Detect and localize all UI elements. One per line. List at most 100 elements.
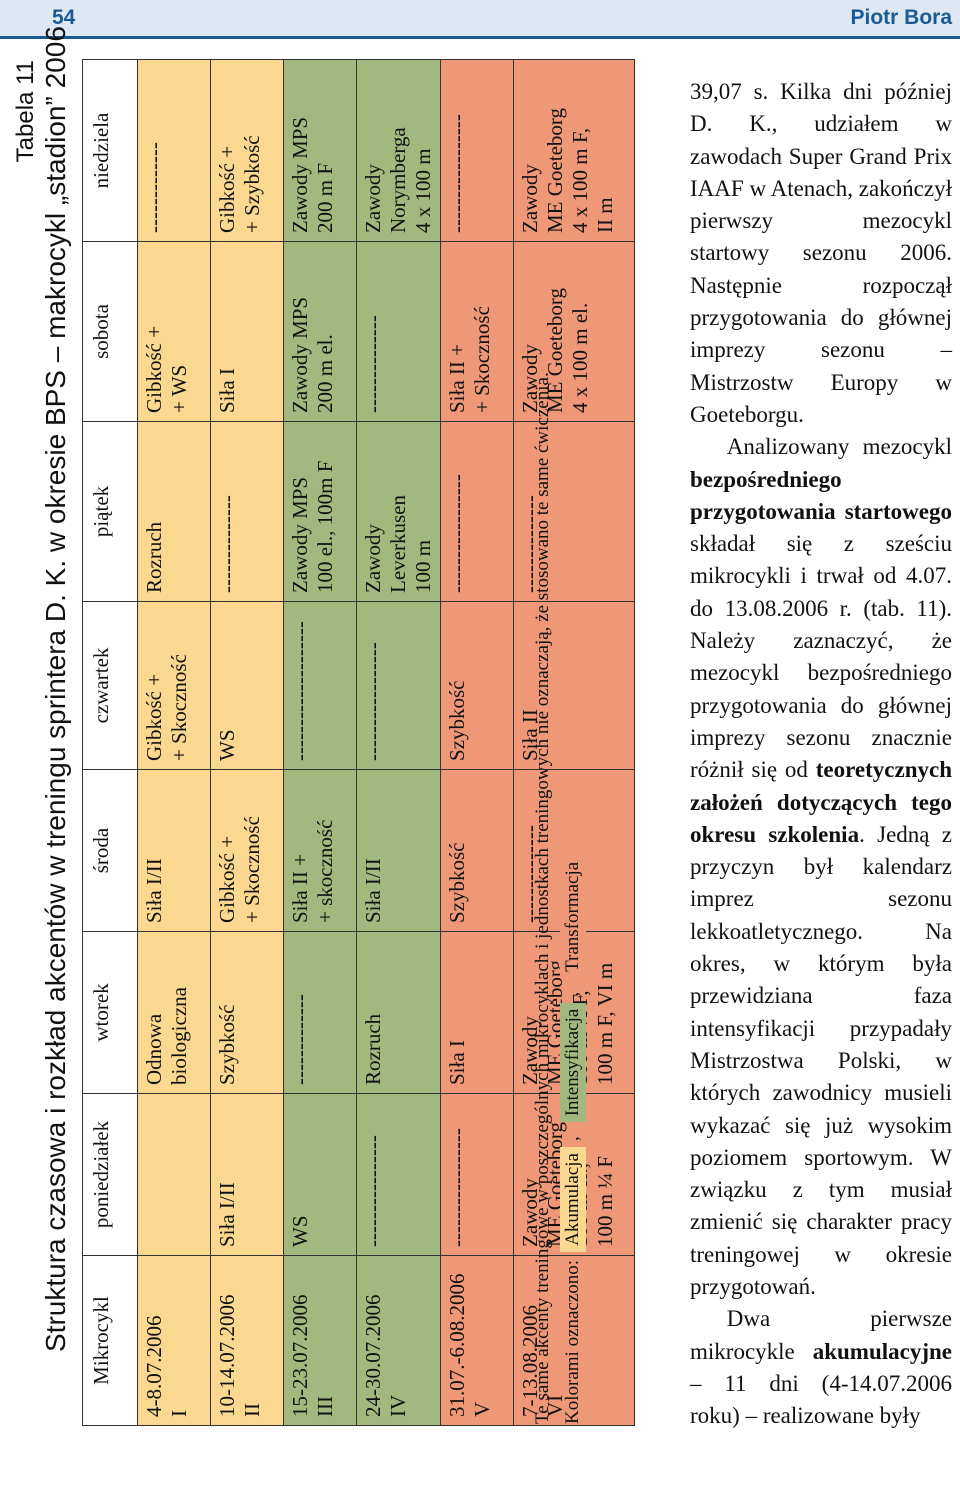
column-header: środa <box>82 769 138 932</box>
cell-line: 200 m F <box>313 162 337 233</box>
cell-line: 100 m <box>411 539 435 593</box>
cell-line: Siła I/II <box>142 858 166 923</box>
text-run: Analizowany mezocykl <box>726 434 952 460</box>
microcycle-cell: 24-30.07.2006 IV <box>356 1255 441 1426</box>
emphasis: bezpośredniego przygotowania startowego <box>690 466 952 524</box>
cell-line: Szybkość <box>445 842 469 924</box>
cell-line: Zawody MPS <box>288 116 312 233</box>
paragraph: Analizowany mezocykl bezpośredniego przy… <box>690 431 952 1303</box>
emphasis: teoretycznych założeń dotyczących tego o… <box>690 757 952 847</box>
cell-line: Gibkość + <box>142 673 166 761</box>
cell-line: -------------------- <box>288 621 312 761</box>
day-cell: Siła II + + skoczność <box>283 769 357 932</box>
microcycle-number: III <box>313 1396 337 1417</box>
header-rule <box>0 36 960 39</box>
cell-line: -------------- <box>361 315 385 413</box>
cell-line: Siła II + <box>288 854 312 923</box>
legend-separator: , <box>562 991 583 997</box>
cell-line: 200 m el. <box>313 334 337 413</box>
day-cell: Zawody MPS 200 m el. <box>283 241 357 422</box>
day-cell: WS <box>283 1093 357 1256</box>
cell-line: Siła I <box>215 368 239 413</box>
cell-line: -------------- <box>215 495 239 593</box>
day-cell: -------------- <box>356 241 441 422</box>
table-header-row: Mikrocykl poniedziałek wtorek środa czwa… <box>82 59 138 1426</box>
column-header: poniedziałek <box>82 1093 138 1256</box>
day-cell: Siła I <box>210 241 284 422</box>
table-row: 24-30.07.2006 IV ---------------- Rozruch Si… <box>356 59 441 1426</box>
day-cell: Szybkość <box>440 769 514 932</box>
cell-line: + Skoczność <box>470 306 494 413</box>
cell-line: + Skoczność <box>240 816 264 923</box>
cell-line: Szybkość <box>445 680 469 762</box>
table-number: Tabela 11 <box>12 60 39 163</box>
day-cell: Zawody Leverkusen 100 m <box>356 421 441 602</box>
day-cell <box>137 1093 211 1256</box>
day-cell: Rozruch <box>137 421 211 602</box>
day-cell: Gibkość + + Skoczność <box>210 769 284 932</box>
cell-line: 100 el., 100m F <box>313 460 337 593</box>
cell-line: ------------- <box>288 994 312 1085</box>
cell-line: Rozruch <box>361 1013 385 1085</box>
text-run: składał się z sześciu mikrocykli i trwał… <box>690 531 952 783</box>
day-cell: Gibkość + + Skoczność <box>137 601 211 770</box>
microcycle-dates: 10-14.07.2006 <box>215 1294 239 1418</box>
day-cell: ------------- <box>137 59 211 242</box>
legend-swatch-transformacja: Transformacja <box>560 855 586 978</box>
legend-swatch-akumulacja: Akumulacja <box>560 1147 586 1252</box>
cell-line: ------------- <box>142 142 166 233</box>
microcycle-cell: 15-23.07.2006 III <box>283 1255 357 1426</box>
day-cell: WS <box>210 601 284 770</box>
day-cell: Siła II + + Skoczność <box>440 241 514 422</box>
microcycle-dates: 4-8.07.2006 <box>142 1315 166 1418</box>
day-cell: ----------------- <box>356 601 441 770</box>
emphasis: akumulacyjne <box>812 1338 952 1364</box>
table-caption: Struktura czasowa i rozkład akcentów w t… <box>40 26 71 1352</box>
text-run: – 11 dni (4-14.07.2006 roku) – realizowa… <box>690 1370 952 1429</box>
cell-line: Rozruch <box>142 521 166 593</box>
day-cell: Zawody Norymberga 4 x 100 m <box>356 59 441 242</box>
cell-line: + Skoczność <box>167 654 191 761</box>
microcycle-dates: 31.07.-6.08.2006 <box>445 1273 469 1418</box>
microcycle-cell: 31.07.-6.08.2006 V <box>440 1255 514 1426</box>
table-note: Te same akcenty treningowe w poszczególn… <box>532 372 553 1424</box>
day-cell: -------------- <box>210 421 284 602</box>
cell-line: ----------------- <box>445 474 469 593</box>
cell-line: Zawody <box>361 164 385 233</box>
day-cell: ----------------- <box>440 59 514 242</box>
cell-line: biologiczna <box>167 987 191 1085</box>
cell-line: Leverkusen <box>386 495 410 593</box>
day-cell: ------------- <box>283 931 357 1094</box>
cell-line: Szybkość <box>215 1004 239 1086</box>
cell-line: ME Goeteborg <box>543 107 567 233</box>
cell-line: Zawody <box>361 524 385 593</box>
column-header: wtorek <box>82 931 138 1094</box>
day-cell: ----------------- <box>440 421 514 602</box>
day-cell: -------------------- <box>283 601 357 770</box>
day-cell: Zawody ME Goeteborg 4 x 100 m F, II m <box>513 59 635 242</box>
cell-line: + WS <box>167 364 191 413</box>
column-header: sobota <box>82 241 138 422</box>
legend-prefix: Kolorami oznaczono: <box>562 1259 583 1424</box>
microcycle-number: I <box>167 1410 191 1417</box>
cell-line: WS <box>215 729 239 762</box>
day-cell: Szybkość <box>440 601 514 770</box>
microcycle-number: II <box>240 1403 264 1417</box>
paragraph: 39,07 s. Kilka dni później D. K., udział… <box>690 79 952 427</box>
cell-line: Zawody <box>518 164 542 233</box>
microcycle-cell: 4-8.07.2006 I <box>137 1255 211 1426</box>
running-header-author: Piotr Bora <box>850 6 952 29</box>
day-cell: ---------------- <box>356 1093 441 1256</box>
table-row: 4-8.07.2006 I Odnowa biologiczna Siła I/II Gi… <box>137 59 211 1426</box>
cell-line: + Szybkość <box>240 135 264 233</box>
day-cell: Zawody MPS 100 el., 100m F <box>283 421 357 602</box>
cell-line: ----------------- <box>361 642 385 761</box>
cell-line: 4 x 100 m F, <box>568 127 592 233</box>
day-cell: Rozruch <box>356 931 441 1094</box>
text-run: . Jedną z przyczyn był kalendarz imprez … <box>690 821 952 1299</box>
day-cell: Gibkość + + Szybkość <box>210 59 284 242</box>
cell-line: Odnowa <box>142 1013 166 1085</box>
cell-line: WS <box>288 1215 312 1248</box>
cell-line: 100 m ¼ F <box>593 1155 617 1247</box>
cell-line: + skoczność <box>313 819 337 923</box>
